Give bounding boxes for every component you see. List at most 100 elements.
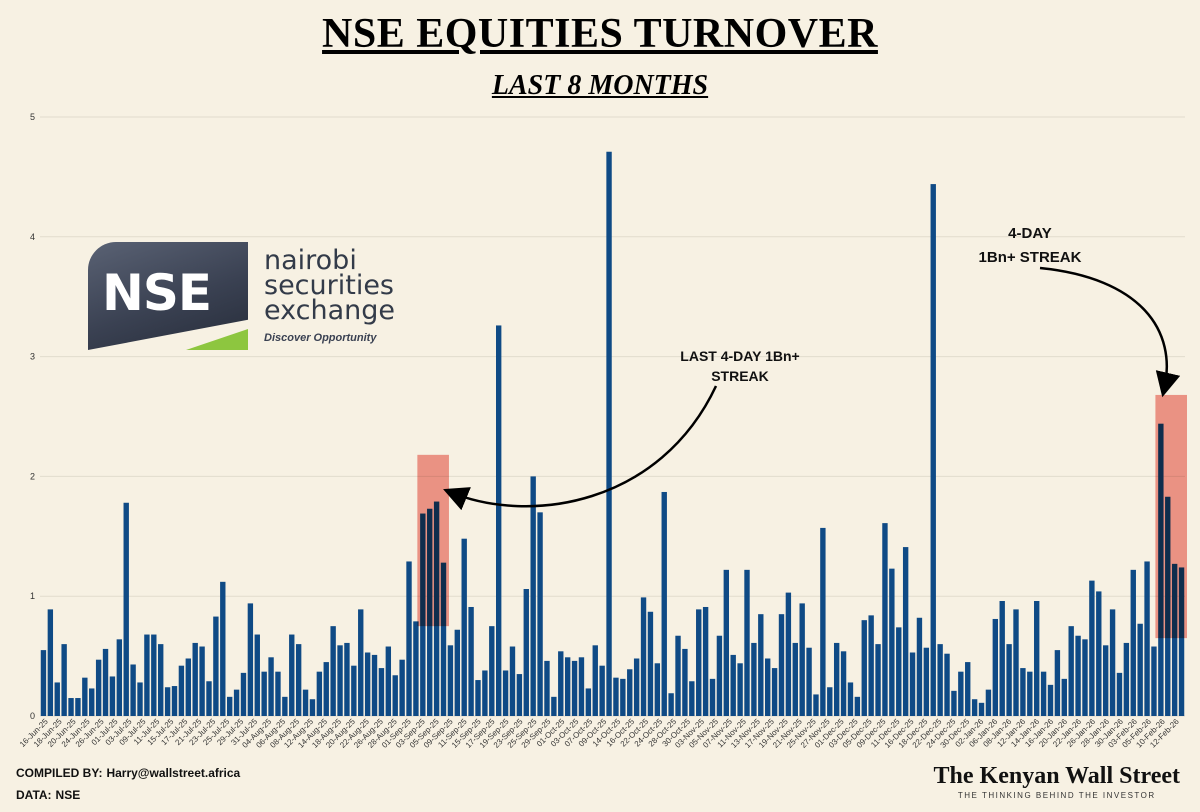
bar — [923, 647, 930, 716]
nse-logo-letters: NSE — [102, 264, 212, 322]
bar — [1061, 678, 1067, 716]
bar — [909, 652, 916, 716]
bar — [971, 699, 978, 716]
bar — [1109, 609, 1116, 716]
bar — [833, 642, 840, 716]
bar — [585, 688, 592, 716]
bar — [178, 665, 185, 716]
bar — [102, 648, 109, 716]
left-streak-arrow — [443, 385, 718, 511]
bar — [1116, 672, 1123, 716]
bar — [916, 617, 923, 716]
right-streak-annotation: 4-DAY 1Bn+ STREAK — [940, 222, 1120, 270]
bar — [889, 568, 895, 716]
nse-logo-word-2: securities — [264, 270, 395, 301]
bar — [613, 677, 619, 716]
bar — [627, 669, 633, 716]
bar — [151, 634, 157, 716]
bar — [337, 645, 343, 716]
bar — [902, 547, 909, 716]
bar — [978, 702, 985, 716]
right-annotation-line-1: 4-DAY — [1008, 225, 1052, 242]
streak-highlight-box — [1155, 394, 1187, 639]
bar — [185, 658, 191, 716]
bar — [461, 538, 467, 716]
bar — [282, 696, 288, 716]
bar — [682, 648, 688, 716]
bar — [289, 634, 295, 716]
bar — [558, 651, 564, 716]
bar — [771, 668, 778, 716]
bar — [985, 689, 992, 716]
y-tick-label: 1 — [30, 591, 35, 601]
chart-title: NSE EQUITIES TURNOVER — [322, 11, 878, 57]
bar — [702, 606, 709, 716]
kenyan-wall-street-logo: The Kenyan Wall Street THE THINKING BEHI… — [934, 763, 1180, 800]
bar — [247, 603, 254, 716]
bar — [468, 606, 474, 716]
bar — [951, 690, 957, 716]
bar — [364, 652, 371, 716]
bar — [723, 569, 730, 716]
bar — [116, 639, 123, 716]
bar — [206, 681, 212, 716]
nse-badge-accent — [186, 329, 248, 350]
left-annotation-line-2: STREAK — [711, 368, 769, 384]
bar — [1151, 646, 1157, 716]
bar — [226, 696, 233, 716]
bar — [875, 644, 881, 716]
bar — [896, 627, 902, 716]
bar — [199, 646, 205, 716]
bar — [399, 659, 405, 716]
bar — [1034, 600, 1040, 716]
bar — [137, 682, 143, 716]
bar — [620, 678, 626, 716]
bar — [709, 678, 716, 716]
bar — [654, 663, 661, 716]
bar — [495, 325, 502, 716]
bar — [592, 645, 598, 716]
bar — [406, 561, 412, 716]
bar — [1013, 609, 1019, 716]
bar — [765, 658, 771, 716]
bar — [716, 635, 723, 716]
bar — [371, 654, 378, 716]
bar — [999, 600, 1005, 716]
data-source-label: DATA: — [16, 788, 52, 802]
bar — [475, 680, 481, 716]
bar — [1130, 569, 1136, 716]
bar — [454, 629, 460, 716]
bar — [171, 686, 178, 716]
bar — [1096, 591, 1102, 716]
bar — [413, 621, 419, 716]
compiled-by: COMPILED BY: Harry@wallstreet.africa — [16, 766, 240, 780]
bar — [1089, 580, 1095, 716]
bar — [392, 675, 398, 716]
bar — [1040, 671, 1047, 716]
bar — [1178, 567, 1185, 716]
y-tick-label: 2 — [30, 471, 35, 481]
bar — [737, 663, 743, 716]
bar — [302, 689, 309, 716]
bar — [868, 615, 874, 716]
nse-logo-tagline: Discover Opportunity — [264, 332, 377, 344]
bar — [668, 693, 674, 716]
bar — [930, 184, 936, 716]
bar — [192, 642, 198, 716]
bar — [158, 644, 164, 716]
grid-lines — [40, 116, 1185, 717]
bar — [275, 671, 281, 716]
bar — [661, 491, 667, 716]
bar — [220, 581, 226, 716]
bar — [530, 476, 536, 716]
bar — [847, 682, 854, 716]
nse-logo-wordmark: nairobi securities exchange — [264, 247, 395, 324]
bar — [820, 527, 826, 716]
highlight-boxes — [417, 394, 1187, 639]
bar — [854, 696, 861, 716]
bar — [827, 687, 833, 716]
bar — [1075, 635, 1081, 716]
bar — [447, 645, 454, 716]
brand-tagline: THE THINKING BEHIND THE INVESTOR — [957, 791, 1156, 800]
